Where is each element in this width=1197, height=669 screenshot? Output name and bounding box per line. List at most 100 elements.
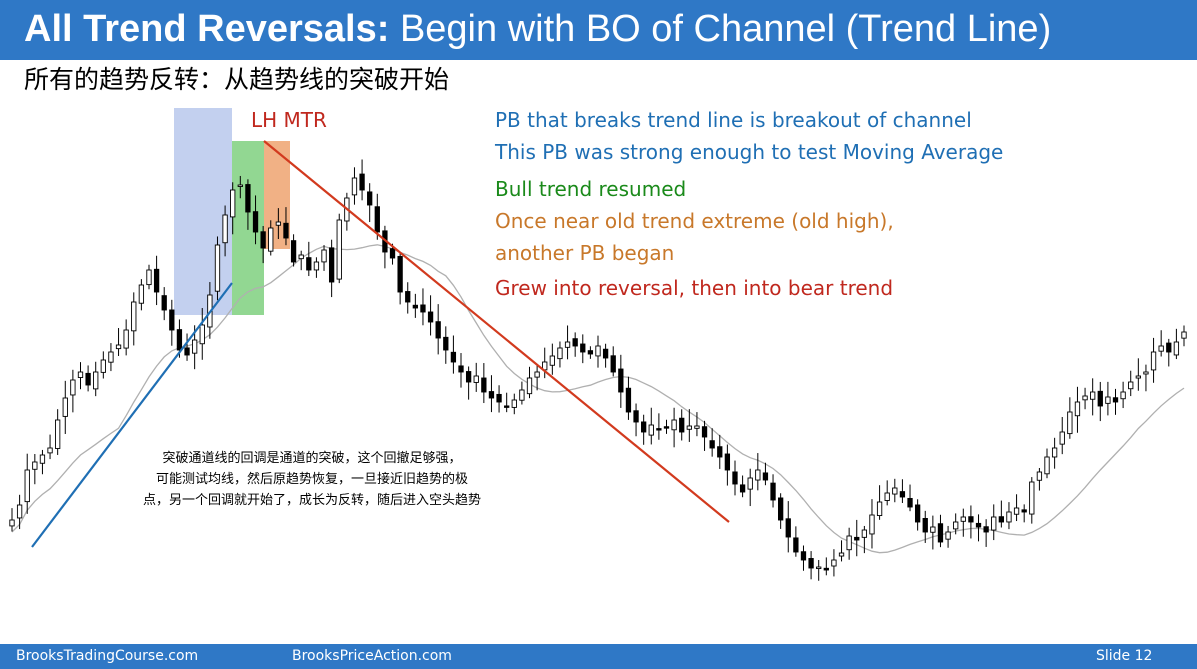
candle-body [998,516,1005,523]
bear-trend-line [263,140,730,523]
candle-body [846,535,852,551]
candle-body [922,518,928,533]
annotation-line-3: Bull trend resumed [495,177,687,201]
candle-body [876,501,883,517]
candle-body [222,214,228,244]
candle-body [610,355,616,373]
candle-body [762,472,769,481]
candle-body [793,537,799,553]
candle-body [389,248,396,259]
candle-body [245,184,251,213]
candle-body [869,514,875,535]
candle-body [1006,511,1012,523]
candle-body [747,477,753,490]
candle-body [328,247,335,283]
candle-body [405,291,411,303]
footer-center-link[interactable]: BrooksPriceAction.com [292,648,452,664]
candle-body [732,471,738,485]
candle-body [739,484,746,493]
candle-body [1067,411,1073,435]
candle-body [85,372,91,386]
candle-body [16,504,23,519]
candle-body [176,329,183,351]
candle-body [1181,331,1187,339]
candle-body [526,377,533,395]
candles [9,159,1187,581]
candle-body [420,304,426,313]
candle-body [755,469,761,481]
annotation-line-6: Grew into reversal, then into bear trend [495,276,894,300]
candle-body [572,338,578,347]
candle-body [146,269,152,286]
candle-body [625,387,632,413]
candle-body [854,536,860,541]
candle-body [62,397,68,417]
candle-body [945,531,951,540]
candle-body [488,391,495,399]
candle-body [47,447,53,454]
chinese-subtitle: 所有的趋势反转：从趋势线的突破开始 [24,65,450,94]
candle-body [435,321,441,339]
candle-body [1036,471,1043,481]
candle-body [138,284,145,304]
candle-body [1166,342,1172,353]
candle-body [93,371,99,390]
annotation-line-4: Once near old trend extreme (old high), [495,209,894,233]
candle-body [443,336,449,351]
candle-body [800,551,807,561]
candle-body [237,184,243,187]
candle-body [1097,390,1103,407]
candle-body [465,371,472,383]
candle-body [884,492,890,501]
candle-body [230,189,236,218]
candle-body [831,559,837,567]
candle-body [268,227,274,252]
candle-body [123,329,129,349]
candle-body [115,344,122,350]
candle-body [252,211,259,233]
candle-body [1044,456,1050,475]
candle-body [511,399,517,408]
candle-body [686,425,692,430]
candle-body [808,558,814,569]
candle-body [1150,351,1157,371]
candle-body [131,301,137,332]
candle-body [298,254,304,260]
chinese-note: 突破通道线的回调是通道的突破，这个回撤足够强， 可能测试均线，然后原趋势恢复，一… [72,448,552,511]
candle-body [1105,396,1111,404]
candle-body [564,341,571,348]
lh-mtr-label: LH MTR [251,108,327,132]
candle-body [983,526,989,533]
footer-left-link[interactable]: BrooksTradingCourse.com [16,648,199,664]
candle-body [397,255,403,293]
candle-body [671,419,677,431]
candle-body [214,244,221,292]
candle-body [1082,395,1088,401]
candle-body [968,516,974,523]
candle-body [1059,431,1065,445]
candle-body [717,446,723,458]
candle-body [694,425,700,429]
candle-body [549,355,555,366]
candle-body [701,426,708,438]
candle-body [9,519,15,527]
candle-body [975,522,982,528]
candle-body [1128,381,1134,390]
chinese-note-line-2: 可能测试均线，然后原趋势恢复，一旦接近旧趋势的极 [155,472,468,487]
candle-body [930,526,936,533]
candle-body [595,345,601,357]
candle-body [100,359,106,373]
title-bar [0,0,1197,60]
candle-body [785,518,791,538]
candle-body [412,304,419,309]
chinese-note-line-1: 突破通道线的回调是通道的突破，这个回撤足够强， [162,451,462,466]
slide-number: Slide 12 [1096,648,1153,664]
candle-body [1013,507,1020,515]
candle-body [321,249,327,263]
candle-body [633,410,639,423]
candle-body [1051,447,1058,458]
candle-body [1029,481,1035,515]
title-rest: Begin with BO of Channel (Trend Line) [389,8,1052,50]
footer-bar: BrooksTradingCourse.com BrooksPriceActio… [0,644,1197,669]
